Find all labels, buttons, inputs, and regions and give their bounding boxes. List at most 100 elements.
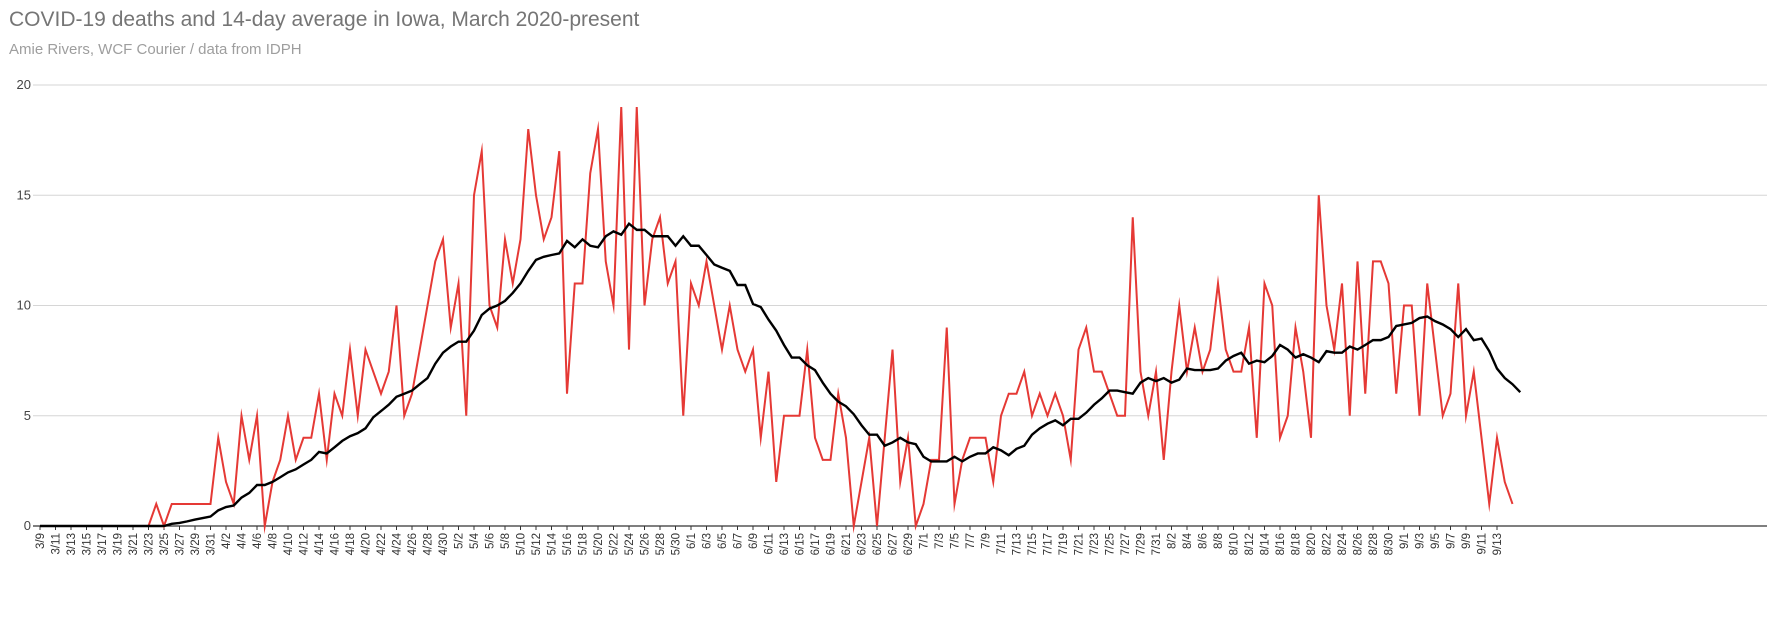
x-tick-label: 3/31 bbox=[206, 533, 218, 555]
x-tick-label: 7/25 bbox=[1105, 533, 1117, 555]
chart-subtitle: Amie Rivers, WCF Courier / data from IDP… bbox=[9, 41, 302, 58]
y-axis-ticks: 0 5 10 15 20 bbox=[17, 77, 31, 533]
x-tick-label: 6/21 bbox=[841, 533, 853, 555]
x-tick-label: 4/20 bbox=[361, 533, 373, 555]
x-tick-label: 9/7 bbox=[1446, 533, 1458, 549]
x-tick-label: 5/8 bbox=[500, 533, 512, 549]
x-tick-label: 7/7 bbox=[965, 533, 977, 549]
x-tick-label: 6/5 bbox=[717, 533, 729, 549]
x-tick-label: 3/29 bbox=[190, 533, 202, 555]
x-tick-label: 6/11 bbox=[764, 533, 776, 555]
series-line-deaths bbox=[40, 107, 1514, 535]
x-axis-ticks: 3/9 3/11 3/13 3/15 3/17 3/19 3/21 3/23 3/25 3/27 3… bbox=[35, 526, 1504, 555]
x-tick-label: 8/30 bbox=[1384, 533, 1396, 555]
x-tick-label: 6/3 bbox=[702, 533, 714, 549]
x-tick-label: 8/14 bbox=[1260, 532, 1272, 555]
x-tick-label: 8/24 bbox=[1337, 532, 1349, 555]
x-tick-label: 3/11 bbox=[51, 533, 63, 555]
x-tick-label: 9/3 bbox=[1415, 533, 1427, 549]
x-tick-label: 4/30 bbox=[438, 533, 450, 555]
x-tick-label: 5/10 bbox=[516, 533, 528, 555]
x-tick-label: 5/24 bbox=[624, 532, 636, 555]
x-tick-label: 5/20 bbox=[593, 533, 605, 555]
x-tick-label: 6/13 bbox=[779, 533, 791, 555]
x-tick-label: 3/9 bbox=[35, 533, 47, 549]
x-tick-label: 3/13 bbox=[66, 533, 78, 555]
x-tick-label: 6/25 bbox=[872, 533, 884, 555]
x-tick-label: 8/26 bbox=[1353, 533, 1365, 555]
x-tick-label: 3/15 bbox=[82, 533, 94, 555]
x-tick-label: 6/23 bbox=[857, 533, 869, 555]
x-tick-label: 7/23 bbox=[1089, 533, 1101, 555]
x-tick-label: 4/16 bbox=[330, 533, 342, 555]
x-tick-label: 6/27 bbox=[888, 533, 900, 555]
x-tick-label: 5/6 bbox=[485, 533, 497, 549]
x-tick-label: 6/1 bbox=[686, 533, 698, 549]
x-tick-label: 7/17 bbox=[1043, 533, 1055, 555]
x-tick-label: 8/20 bbox=[1306, 533, 1318, 555]
x-tick-label: 5/22 bbox=[609, 533, 621, 555]
x-tick-label: 3/21 bbox=[128, 533, 140, 555]
x-tick-label: 6/15 bbox=[795, 533, 807, 555]
x-tick-label: 8/6 bbox=[1198, 533, 1210, 549]
x-tick-label: 9/1 bbox=[1399, 533, 1411, 549]
x-tick-label: 4/6 bbox=[252, 533, 264, 549]
x-tick-label: 4/22 bbox=[376, 533, 388, 555]
x-tick-label: 5/12 bbox=[531, 533, 543, 555]
gridlines bbox=[33, 84, 1767, 527]
x-tick-label: 4/10 bbox=[283, 533, 295, 555]
x-tick-label: 6/29 bbox=[903, 533, 915, 555]
x-tick-label: 9/11 bbox=[1477, 533, 1489, 555]
x-tick-label: 8/22 bbox=[1322, 533, 1334, 555]
series-line-average bbox=[40, 221, 1522, 528]
y-tick-label: 20 bbox=[17, 77, 31, 92]
x-tick-label: 3/27 bbox=[175, 533, 187, 555]
x-tick-label: 4/26 bbox=[407, 533, 419, 555]
x-tick-label: 5/16 bbox=[562, 533, 574, 555]
x-tick-label: 6/9 bbox=[748, 533, 760, 549]
chart-title: COVID-19 deaths and 14-day average in Io… bbox=[9, 8, 640, 31]
x-tick-label: 4/28 bbox=[423, 533, 435, 555]
x-tick-label: 6/7 bbox=[733, 533, 745, 549]
y-tick-label: 10 bbox=[17, 298, 31, 313]
x-tick-label: 7/31 bbox=[1151, 533, 1163, 555]
x-tick-label: 8/12 bbox=[1244, 533, 1256, 555]
x-tick-label: 9/9 bbox=[1461, 533, 1473, 549]
x-tick-label: 3/25 bbox=[159, 533, 171, 555]
x-tick-label: 8/2 bbox=[1167, 533, 1179, 549]
x-tick-label: 7/15 bbox=[1027, 533, 1039, 555]
x-tick-label: 4/24 bbox=[392, 532, 404, 555]
x-tick-label: 4/12 bbox=[299, 533, 311, 555]
x-tick-label: 5/4 bbox=[469, 532, 481, 549]
x-tick-label: 5/18 bbox=[578, 533, 590, 555]
x-tick-label: 4/18 bbox=[345, 533, 357, 555]
x-tick-label: 5/28 bbox=[655, 533, 667, 555]
x-tick-label: 3/19 bbox=[113, 533, 125, 555]
y-tick-label: 5 bbox=[24, 408, 31, 423]
x-tick-label: 6/19 bbox=[826, 533, 838, 555]
x-tick-label: 8/4 bbox=[1182, 532, 1194, 549]
x-tick-label: 3/17 bbox=[97, 533, 109, 555]
x-tick-label: 7/3 bbox=[934, 533, 946, 549]
x-tick-label: 5/2 bbox=[454, 533, 466, 549]
x-tick-label: 7/13 bbox=[1012, 533, 1024, 555]
x-tick-label: 4/4 bbox=[237, 532, 249, 549]
x-tick-label: 6/17 bbox=[810, 533, 822, 555]
x-tick-label: 7/21 bbox=[1074, 533, 1086, 555]
x-tick-label: 7/27 bbox=[1120, 533, 1132, 555]
x-tick-label: 8/16 bbox=[1275, 533, 1287, 555]
x-tick-label: 7/29 bbox=[1136, 533, 1148, 555]
x-tick-label: 4/8 bbox=[268, 533, 280, 549]
x-tick-label: 9/5 bbox=[1430, 533, 1442, 549]
x-tick-label: 5/26 bbox=[640, 533, 652, 555]
x-tick-label: 3/23 bbox=[144, 533, 156, 555]
x-tick-label: 8/28 bbox=[1368, 533, 1380, 555]
x-tick-label: 7/5 bbox=[950, 533, 962, 549]
x-tick-label: 9/13 bbox=[1492, 533, 1504, 555]
y-tick-label: 0 bbox=[24, 518, 31, 533]
x-tick-label: 7/19 bbox=[1058, 533, 1070, 555]
x-tick-label: 5/30 bbox=[671, 533, 683, 555]
x-tick-label: 7/9 bbox=[981, 533, 993, 549]
series-lines bbox=[40, 107, 1522, 535]
